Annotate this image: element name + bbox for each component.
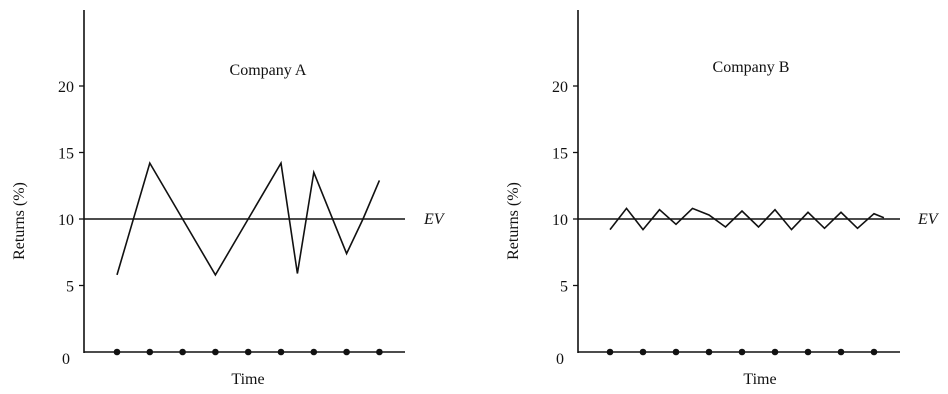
company-a-title: Company A (230, 62, 307, 79)
company-a-time-marker (114, 349, 121, 356)
company-a-y-tick-label: 20 (58, 79, 74, 96)
company-b-time-marker (706, 349, 713, 356)
company-b-title: Company B (713, 59, 790, 76)
company-a-y-tick-label: 0 (62, 351, 70, 368)
company-b-time-marker (673, 349, 680, 356)
company-a-time-marker (147, 349, 154, 356)
company-b-time-marker (640, 349, 647, 356)
company-b-time-marker (871, 349, 878, 356)
company-a-ev-label: EV (423, 211, 446, 228)
company-b-x-axis-title: Time (743, 371, 776, 388)
company-b-time-marker (739, 349, 746, 356)
company-a-y-tick-label: 15 (58, 146, 74, 163)
company-a-time-marker (311, 349, 318, 356)
company-b-y-tick-label: 0 (556, 351, 564, 368)
company-b-y-tick-label: 20 (552, 79, 568, 96)
company-a-time-marker (376, 349, 383, 356)
company-b-time-marker (838, 349, 845, 356)
company-a-x-axis-title: Time (231, 371, 264, 388)
company-b-ev-label: EV (917, 211, 940, 228)
company-a-y-tick-label: 5 (66, 279, 74, 296)
company-b-time-marker (805, 349, 812, 356)
company-b-y-tick-label: 5 (560, 279, 568, 296)
company-b-y-tick-label: 10 (552, 212, 568, 229)
company-a-y-tick-label: 10 (58, 212, 74, 229)
company-b-time-marker (607, 349, 614, 356)
company-a-time-marker (343, 349, 350, 356)
company-a-time-marker (245, 349, 252, 356)
company-b-time-marker (772, 349, 779, 356)
company-b-y-tick-label: 15 (552, 146, 568, 163)
company-b-y-axis-title: Returns (%) (505, 182, 522, 260)
company-a-time-marker (179, 349, 186, 356)
company-a-time-marker (278, 349, 285, 356)
company-a-time-marker (212, 349, 219, 356)
company-a-y-axis-title: Returns (%) (11, 182, 28, 260)
